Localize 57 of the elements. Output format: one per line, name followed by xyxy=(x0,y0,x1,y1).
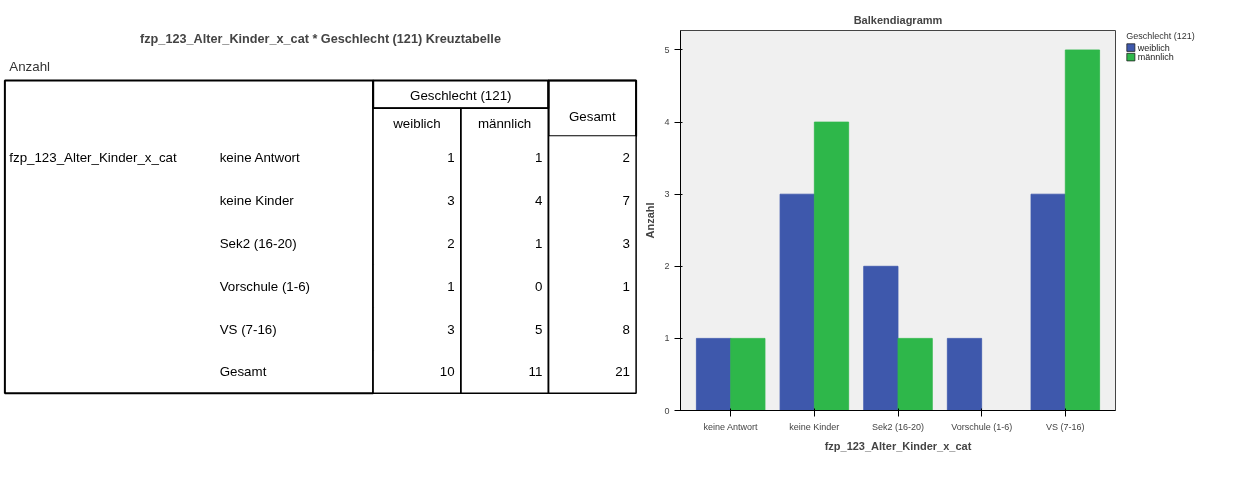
y-tick-label: 2 xyxy=(664,261,670,272)
x-tick-label: Gesamt xyxy=(568,109,616,125)
data-label: 3 xyxy=(447,321,455,337)
data-label: 3 xyxy=(447,193,455,208)
chart-title: fzp_123_Alter_Kinder_x_cat * Geschlecht (121) Kreuztabelle xyxy=(140,31,501,46)
y-tick-label: 5 xyxy=(664,44,670,55)
data-label: 1 xyxy=(622,278,630,294)
data-label: 3 xyxy=(622,235,630,251)
y-axis-title: Anzahl xyxy=(644,202,657,239)
x-tick-label: weiblich xyxy=(392,115,441,131)
y-tick-label: keine Antwort xyxy=(219,150,300,166)
y-tick-label: Sek2 (16-20) xyxy=(219,235,297,251)
data-label: 11 xyxy=(528,364,543,380)
y-axis-title: fzp_123_Alter_Kinder_x_cat xyxy=(9,150,178,166)
x-axis-title: Geschlecht (121) xyxy=(410,88,512,103)
bar xyxy=(897,337,933,411)
x-axis-title: fzp_123_Alter_Kinder_x_cat xyxy=(824,439,972,452)
y-tick-label: Gesamt xyxy=(219,364,267,380)
bar xyxy=(779,193,815,411)
data-label: 5 xyxy=(534,321,543,337)
data-label: 2 xyxy=(447,235,455,251)
data-label: 4 xyxy=(534,193,543,208)
chart-title: Balkendiagramm xyxy=(853,13,943,26)
bar xyxy=(813,121,850,411)
data-label: 7 xyxy=(622,193,630,208)
legend-label: weiblich xyxy=(1136,42,1170,53)
bar xyxy=(695,337,732,411)
data-label: 8 xyxy=(622,321,630,337)
y-tick-label: 4 xyxy=(664,117,670,128)
bar xyxy=(730,337,766,411)
x-tick-label: männlich xyxy=(477,115,532,131)
data-label: 10 xyxy=(439,364,455,380)
data-label: 21 xyxy=(615,364,630,380)
y-tick-label: 0 xyxy=(664,405,670,416)
y-tick-label: keine Kinder xyxy=(219,193,295,208)
x-tick-label: keine Antwort xyxy=(703,421,758,432)
legend-label: männlich xyxy=(1137,52,1174,63)
data-label: 1 xyxy=(447,150,455,166)
y-tick-label: 3 xyxy=(664,189,670,200)
data-label: 0 xyxy=(534,278,543,294)
y-tick-label: 1 xyxy=(664,333,670,344)
data-label: 1 xyxy=(534,150,543,166)
legend-title: Geschlecht (121) xyxy=(1126,31,1195,42)
x-tick-label: keine Kinder xyxy=(789,421,840,432)
data-label: 2 xyxy=(622,150,630,166)
y-tick-label: Vorschule (1-6) xyxy=(219,278,311,294)
data-label: 1 xyxy=(447,278,455,294)
x-tick-label: VS (7-16) xyxy=(1046,421,1085,432)
bar xyxy=(863,265,899,411)
bar xyxy=(1064,49,1101,411)
bar xyxy=(946,337,983,411)
text: Anzahl xyxy=(9,59,51,75)
data-label: 1 xyxy=(534,235,543,251)
bar xyxy=(1030,193,1066,411)
x-tick-label: Vorschule (1-6) xyxy=(951,421,1013,432)
x-tick-label: Sek2 (16-20) xyxy=(871,421,925,432)
y-tick-label: VS (7-16) xyxy=(219,321,277,337)
